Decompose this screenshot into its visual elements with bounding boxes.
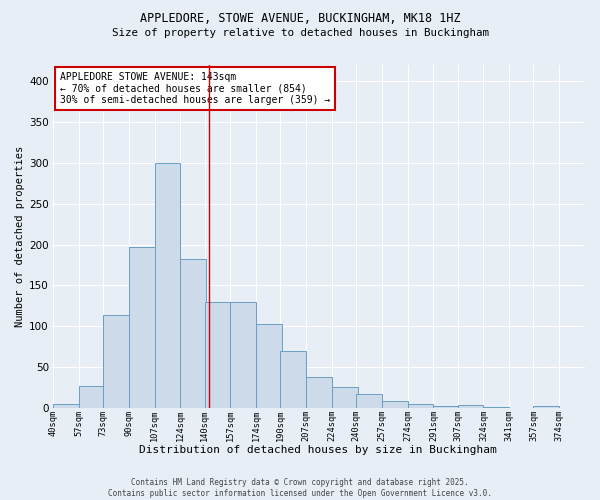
Bar <box>433 406 459 408</box>
Bar <box>280 351 306 408</box>
Text: Contains HM Land Registry data © Crown copyright and database right 2025.
Contai: Contains HM Land Registry data © Crown c… <box>108 478 492 498</box>
Bar <box>356 394 382 408</box>
Bar <box>306 377 332 408</box>
Bar <box>484 407 509 408</box>
Text: APPLEDORE STOWE AVENUE: 143sqm
← 70% of detached houses are smaller (854)
30% of: APPLEDORE STOWE AVENUE: 143sqm ← 70% of … <box>59 72 330 105</box>
Bar <box>332 386 358 408</box>
Bar <box>155 163 181 408</box>
Text: Size of property relative to detached houses in Buckingham: Size of property relative to detached ho… <box>112 28 488 38</box>
Bar <box>205 302 230 408</box>
Bar <box>103 315 129 408</box>
Text: APPLEDORE, STOWE AVENUE, BUCKINGHAM, MK18 1HZ: APPLEDORE, STOWE AVENUE, BUCKINGHAM, MK1… <box>140 12 460 26</box>
Bar <box>181 258 206 408</box>
Bar <box>382 402 408 408</box>
Bar <box>129 247 155 408</box>
Bar <box>256 324 282 408</box>
Bar <box>53 404 79 408</box>
Bar <box>230 302 256 408</box>
Bar <box>408 404 433 408</box>
Bar <box>458 406 484 408</box>
Bar <box>79 386 105 408</box>
Y-axis label: Number of detached properties: Number of detached properties <box>15 146 25 327</box>
Bar <box>533 406 559 408</box>
X-axis label: Distribution of detached houses by size in Buckingham: Distribution of detached houses by size … <box>139 445 497 455</box>
